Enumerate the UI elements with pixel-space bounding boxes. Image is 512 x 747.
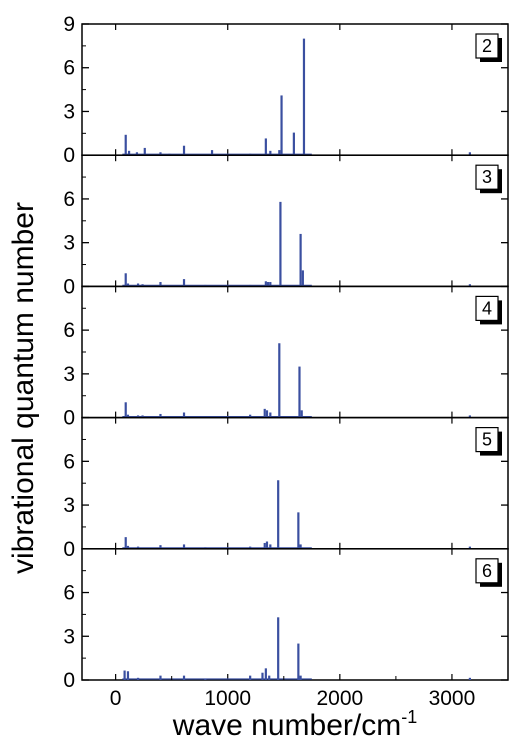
y-tick-label: 9 bbox=[63, 13, 75, 36]
panel-3: 0 3 6 3 bbox=[63, 154, 509, 298]
y-tick-label: 0 bbox=[63, 407, 75, 430]
panel-label: 6 bbox=[482, 561, 492, 581]
y-tick-label: 3 bbox=[63, 232, 75, 255]
panel-label: 2 bbox=[482, 36, 492, 56]
panel-label-box bbox=[475, 295, 499, 321]
panel-frame bbox=[81, 23, 509, 156]
x-axis: 0 1000 2000 3000 bbox=[110, 676, 476, 710]
panel-frame bbox=[81, 285, 509, 419]
panel-6: 0 3 6 6 bbox=[63, 548, 509, 692]
y-tick-label: 6 bbox=[63, 582, 75, 605]
panel-2: 0 3 6 9 2 bbox=[63, 13, 509, 167]
panel-5: 0 3 6 5 bbox=[63, 416, 509, 561]
x-axis-title-exponent: -1 bbox=[401, 707, 417, 727]
x-tick-label: 3000 bbox=[429, 687, 476, 710]
panel-label-box bbox=[475, 558, 499, 584]
panel-label-box bbox=[475, 427, 499, 453]
y-tick-label: 6 bbox=[63, 450, 75, 473]
chart-panels: 0 3 6 9 2 0 3 6 3 0 3 6 4 0 3 6 5 0 3 6 6 bbox=[63, 13, 509, 692]
x-tick-label: 1000 bbox=[204, 687, 251, 710]
x-axis-title-base: wave number/cm bbox=[172, 709, 401, 742]
panel-label: 5 bbox=[482, 430, 492, 450]
y-tick-label: 0 bbox=[63, 669, 75, 692]
y-tick-label: 3 bbox=[63, 625, 75, 648]
y-tick-label: 0 bbox=[63, 275, 75, 298]
panel-frame bbox=[81, 154, 509, 288]
x-tick-label: 0 bbox=[110, 687, 122, 710]
y-tick-label: 3 bbox=[63, 494, 75, 517]
panel-label: 4 bbox=[482, 298, 492, 318]
y-tick-label: 3 bbox=[63, 100, 75, 123]
x-axis-title: wave number/cm-1 bbox=[172, 707, 417, 742]
y-tick-label: 0 bbox=[63, 144, 75, 167]
panel-4: 0 3 6 4 bbox=[63, 285, 509, 430]
panel-frame bbox=[81, 416, 509, 550]
y-tick-label: 6 bbox=[63, 57, 75, 80]
y-tick-label: 0 bbox=[63, 538, 75, 561]
y-tick-label: 3 bbox=[63, 363, 75, 386]
panel-label-box bbox=[475, 164, 499, 190]
panel-frame bbox=[81, 548, 509, 681]
y-tick-label: 6 bbox=[63, 188, 75, 211]
y-tick-label: 6 bbox=[63, 319, 75, 342]
panel-label: 3 bbox=[482, 167, 492, 187]
y-axis-title: vibrational quantum number bbox=[7, 202, 40, 574]
x-tick-label: 2000 bbox=[316, 687, 363, 710]
panel-label-box bbox=[475, 33, 499, 59]
